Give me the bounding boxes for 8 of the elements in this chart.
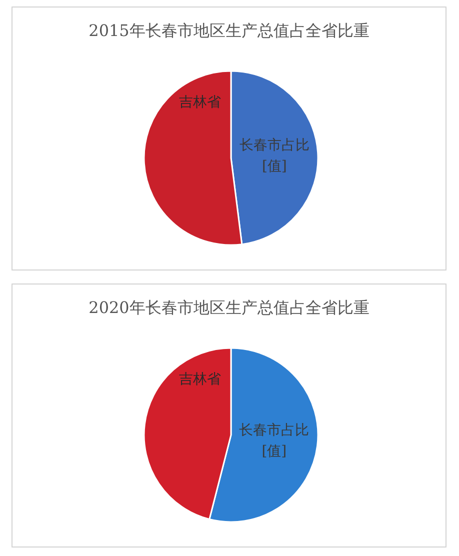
slice-label: 长春市占比 [239,422,310,438]
slice-label: 吉林省 [179,372,222,388]
data-label: [值] [262,443,287,460]
chart-title: 2020年长春市地区生产总值占全省比重 [88,298,370,317]
slice-label: 长春市占比 [239,137,310,154]
chart-title: 2015年长春市地区生产总值占全省比重 [88,21,370,40]
slice-label: 吉林省 [179,94,222,110]
data-label: [值] [262,158,287,174]
